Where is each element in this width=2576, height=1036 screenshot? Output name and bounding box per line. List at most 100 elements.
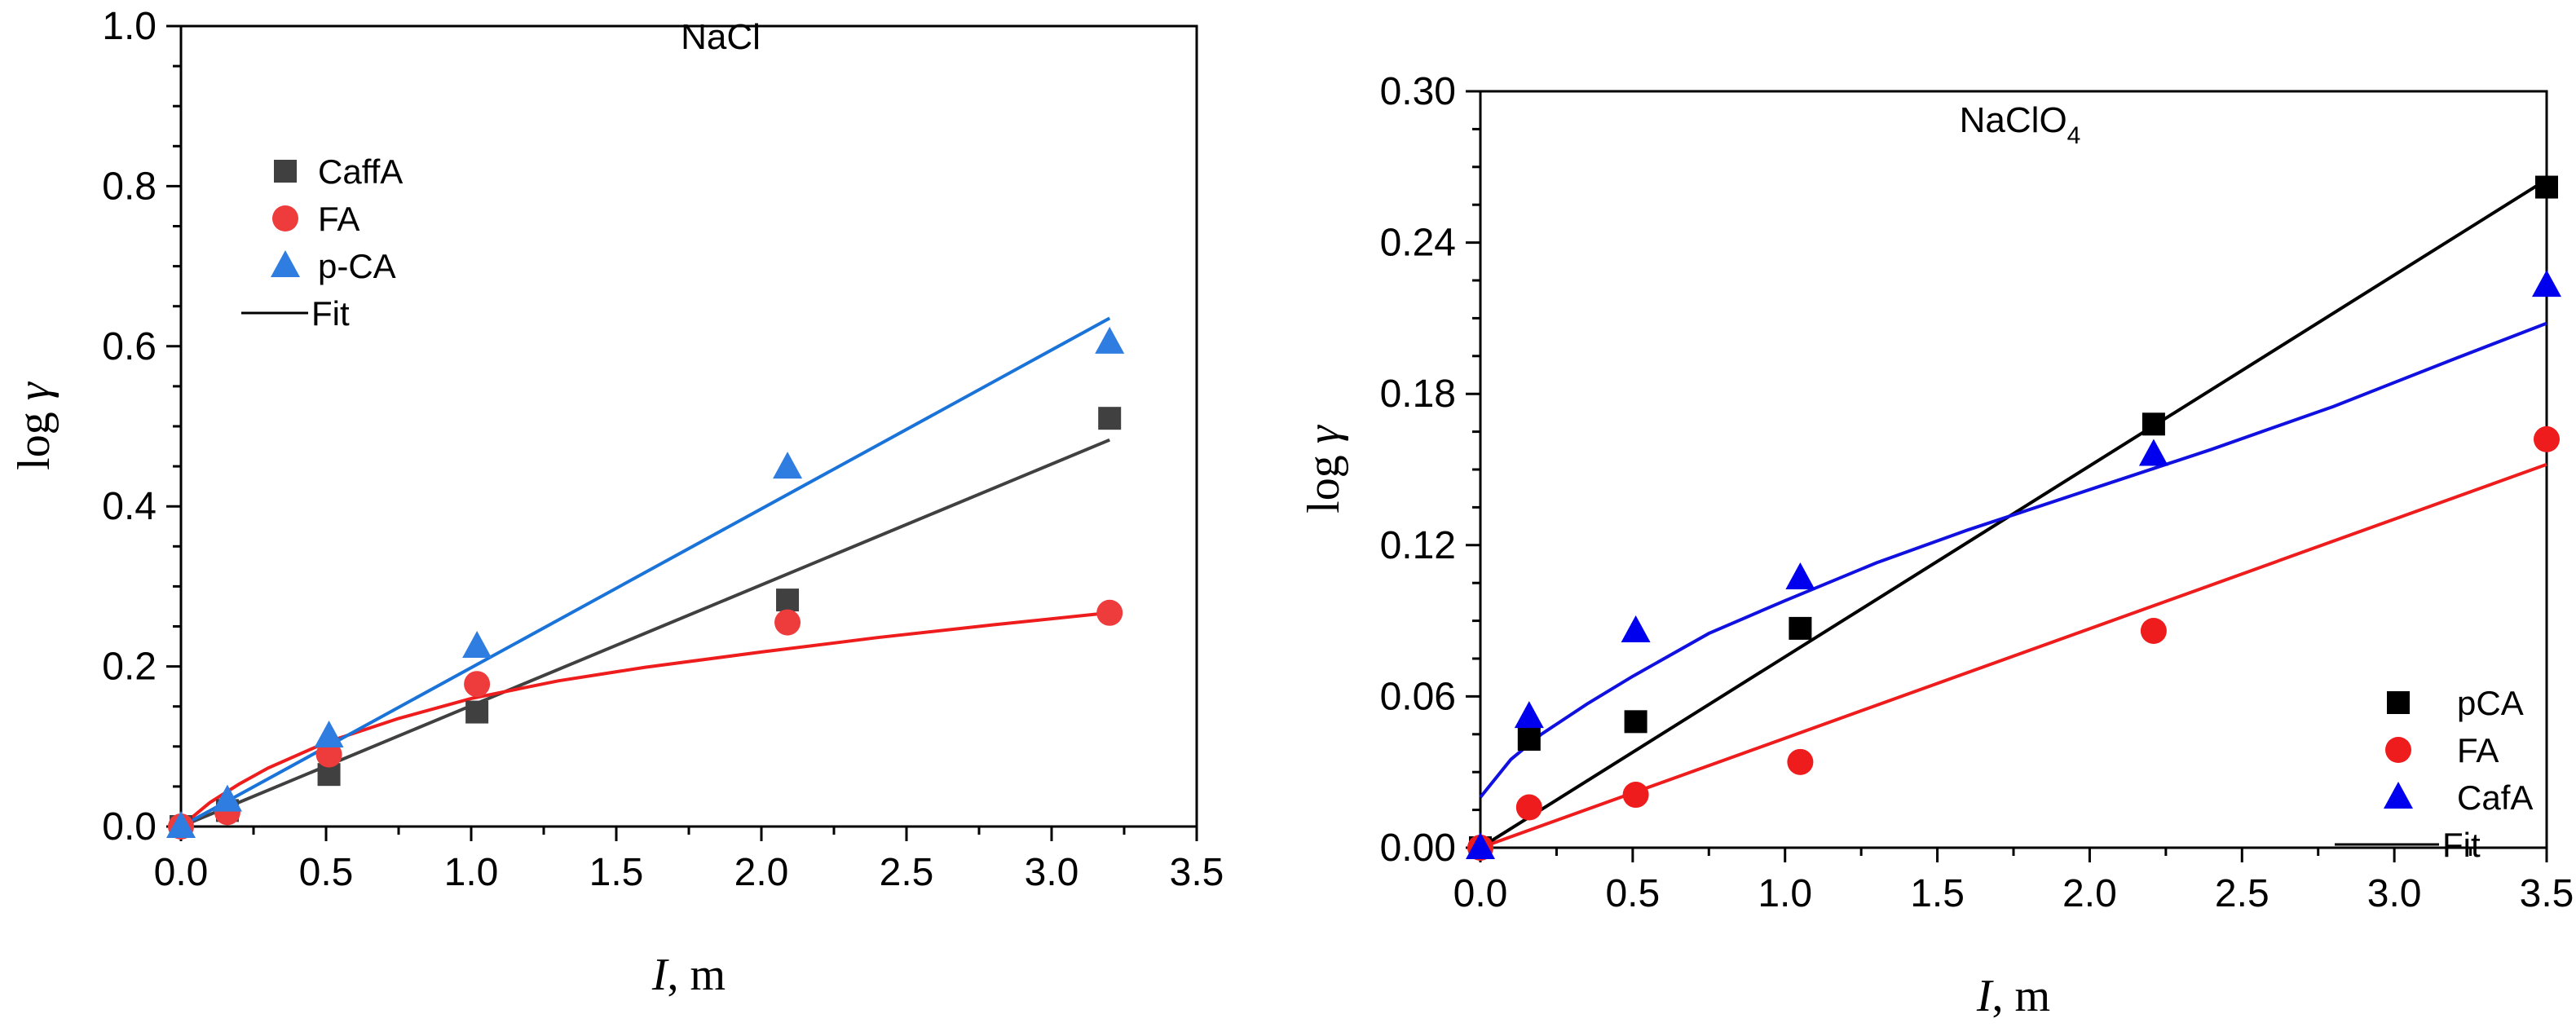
data-point-fa	[2534, 425, 2560, 452]
plot-frame	[179, 24, 1198, 828]
y-tick-label: 1.0	[102, 5, 157, 48]
data-point-cafa	[1514, 701, 1544, 729]
fit-line-fa	[1480, 462, 2547, 849]
data-point-fa	[1787, 748, 1814, 775]
x-axis-title: I, m	[1976, 971, 2050, 1021]
x-tick-label: 1.5	[1910, 872, 1965, 915]
data-point-p-ca	[314, 721, 344, 748]
data-point-pca	[1517, 727, 1541, 751]
data-point-fa	[774, 609, 801, 636]
x-axis-title: I, m	[651, 950, 726, 1000]
y-tick-label: 0.30	[1380, 70, 1456, 113]
chart-title-main: NaCl	[681, 17, 761, 57]
y-tick-label: 0.24	[1380, 222, 1456, 265]
x-tick-label: 0.0	[154, 851, 209, 894]
chart-title-subscript: 4	[2067, 122, 2081, 149]
legend-marker-fa	[2385, 737, 2411, 763]
x-axis-unit: , m	[1992, 971, 2051, 1021]
legend-marker-cafa	[2384, 782, 2413, 809]
chart-naclo4: 0.0 0.5 1.0 1.5 2.0 2.5 3.0 3.5 0.00 0.06 0.12 0.18…	[1299, 70, 2574, 1021]
y-tick-label: 0.06	[1380, 675, 1456, 718]
series-fa	[168, 599, 1123, 840]
y-tick-label: 0.0	[102, 805, 157, 849]
legend-marker-p-ca	[271, 250, 300, 277]
data-point-cafa	[2532, 270, 2561, 298]
data-point-p-ca	[1095, 326, 1125, 354]
legend-label: pCA	[2457, 684, 2524, 722]
y-tick-label: 0.6	[102, 325, 157, 368]
legend-marker-fa	[272, 205, 298, 231]
legend-label: CafA	[2457, 778, 2533, 817]
legend-label: FA	[2457, 731, 2499, 769]
x-tick-label: 2.0	[2062, 872, 2117, 915]
y-tick-label: 0.4	[102, 485, 157, 528]
x-axis-variable: I	[651, 950, 669, 1000]
legend: pCA FA CafA Fit	[2335, 684, 2533, 864]
y-tick-label: 0.12	[1380, 524, 1456, 567]
data-point-cafa	[1466, 832, 1495, 859]
x-axis-unit: , m	[668, 950, 726, 1000]
data-point-caffa	[465, 700, 489, 724]
legend-label: p-CA	[318, 247, 396, 285]
y-axis-prefix: log	[1299, 443, 1349, 514]
plot-frame	[1479, 90, 2548, 849]
x-tick-label: 3.0	[1025, 851, 1079, 894]
x-tick-label: 3.5	[1170, 851, 1224, 894]
legend: CaffA FA p-CA Fit	[241, 152, 403, 333]
legend-label: Fit	[2442, 826, 2481, 864]
x-tick-label: 2.5	[880, 851, 934, 894]
y-axis-prefix: log	[9, 400, 60, 470]
x-tick-label: 1.0	[1758, 872, 1812, 915]
data-point-fa	[2140, 617, 2167, 644]
x-tick-label: 0.5	[299, 851, 354, 894]
y-tick-label: 0.2	[102, 646, 157, 689]
data-point-caffa	[1098, 407, 1122, 430]
series-fa	[1467, 425, 2560, 861]
data-point-cafa	[2138, 439, 2168, 466]
fit-line-cafa	[1479, 321, 2547, 799]
fit-line-fa	[179, 611, 1110, 828]
data-point-cafa	[1785, 562, 1815, 590]
y-axis-ticks: 0.00 0.06 0.12 0.18 0.24 0.30	[1380, 70, 1480, 870]
legend-marker-caffa	[274, 160, 297, 183]
x-tick-label: 1.5	[589, 851, 644, 894]
data-point-cafa	[1621, 615, 1651, 642]
x-axis-ticks: 0.0 0.5 1.0 1.5 2.0 2.5 3.0 3.5	[154, 827, 1224, 894]
data-point-fa	[1622, 782, 1649, 809]
x-axis-variable: I	[1976, 971, 1994, 1021]
data-point-pca	[2142, 412, 2165, 436]
legend-label: Fit	[311, 294, 350, 333]
chart-nacl: 0.0 0.5 1.0 1.5 2.0 2.5 3.0 3.5 0.0 0.2 0.4 0.6 0.8 1…	[9, 5, 1224, 1000]
x-tick-label: 2.0	[734, 851, 789, 894]
data-point-fa	[464, 671, 491, 698]
x-tick-label: 1.0	[444, 851, 499, 894]
y-axis-symbol: γ	[1299, 424, 1349, 443]
data-point-pca	[1624, 710, 1647, 734]
y-axis-title: log γ	[1299, 424, 1349, 514]
data-point-fa	[1515, 794, 1542, 821]
x-tick-label: 3.0	[2367, 872, 2422, 915]
legend-label: CaffA	[318, 152, 403, 191]
y-tick-label: 0.18	[1380, 373, 1456, 416]
data-point-pca	[2535, 175, 2558, 199]
chart-title: NaClO4	[1960, 100, 2081, 149]
y-axis-symbol: γ	[9, 381, 60, 400]
series-p-ca	[166, 326, 1125, 838]
chart-title-main: NaClO	[1960, 100, 2067, 140]
x-tick-label: 0.5	[1605, 872, 1660, 915]
data-point-caffa	[776, 589, 800, 612]
legend-label: FA	[318, 200, 359, 238]
x-tick-label: 3.5	[2520, 872, 2574, 915]
legend-marker-pca	[2387, 691, 2410, 714]
x-axis-ticks: 0.0 0.5 1.0 1.5 2.0 2.5 3.0 3.5	[1453, 848, 2574, 915]
data-point-fa	[315, 741, 342, 768]
data-point-p-ca	[212, 784, 242, 812]
y-tick-label: 0.00	[1380, 827, 1456, 870]
y-tick-label: 0.8	[102, 165, 157, 208]
y-axis-ticks: 0.0 0.2 0.4 0.6 0.8 1.0	[102, 5, 181, 849]
data-point-pca	[1789, 616, 1812, 640]
x-tick-label: 2.5	[2215, 872, 2269, 915]
series-cafa	[1466, 270, 2561, 859]
data-point-p-ca	[166, 811, 196, 838]
